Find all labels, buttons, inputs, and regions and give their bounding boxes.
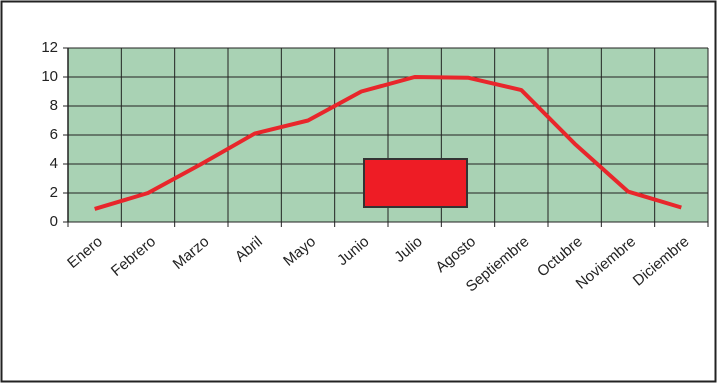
y-tick-label: 10	[41, 68, 58, 85]
y-tick-label: 12	[41, 39, 58, 56]
y-tick-label: 2	[50, 184, 58, 201]
y-tick-label: 4	[50, 155, 58, 172]
y-tick-label: 8	[50, 97, 58, 114]
y-tick-label: 6	[50, 126, 58, 143]
y-tick-label: 0	[50, 213, 58, 230]
line-series	[94, 75, 682, 211]
legend-marker	[363, 158, 468, 208]
